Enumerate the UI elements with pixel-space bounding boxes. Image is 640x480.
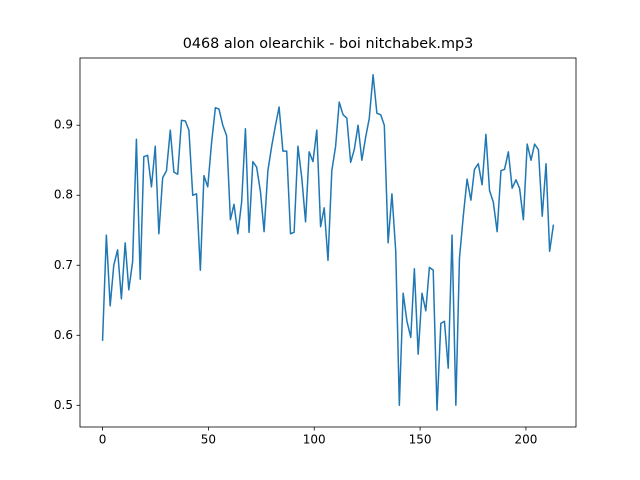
plot-frame bbox=[79, 57, 577, 428]
x-tick-label: 150 bbox=[409, 433, 432, 447]
chart-title: 0468 alon olearchik - boi nitchabek.mp3 bbox=[183, 36, 474, 52]
x-tick-label: 100 bbox=[303, 433, 326, 447]
x-tick-label: 0 bbox=[99, 433, 107, 447]
y-tick-label: 0.8 bbox=[54, 188, 73, 202]
y-tick-label: 0.6 bbox=[54, 328, 73, 342]
x-tick-label: 50 bbox=[201, 433, 216, 447]
y-tick-label: 0.5 bbox=[54, 398, 73, 412]
data-line bbox=[101, 74, 555, 411]
x-tick-label: 200 bbox=[514, 433, 537, 447]
y-tick-label: 0.7 bbox=[54, 258, 73, 272]
y-tick-label: 0.9 bbox=[54, 118, 73, 132]
